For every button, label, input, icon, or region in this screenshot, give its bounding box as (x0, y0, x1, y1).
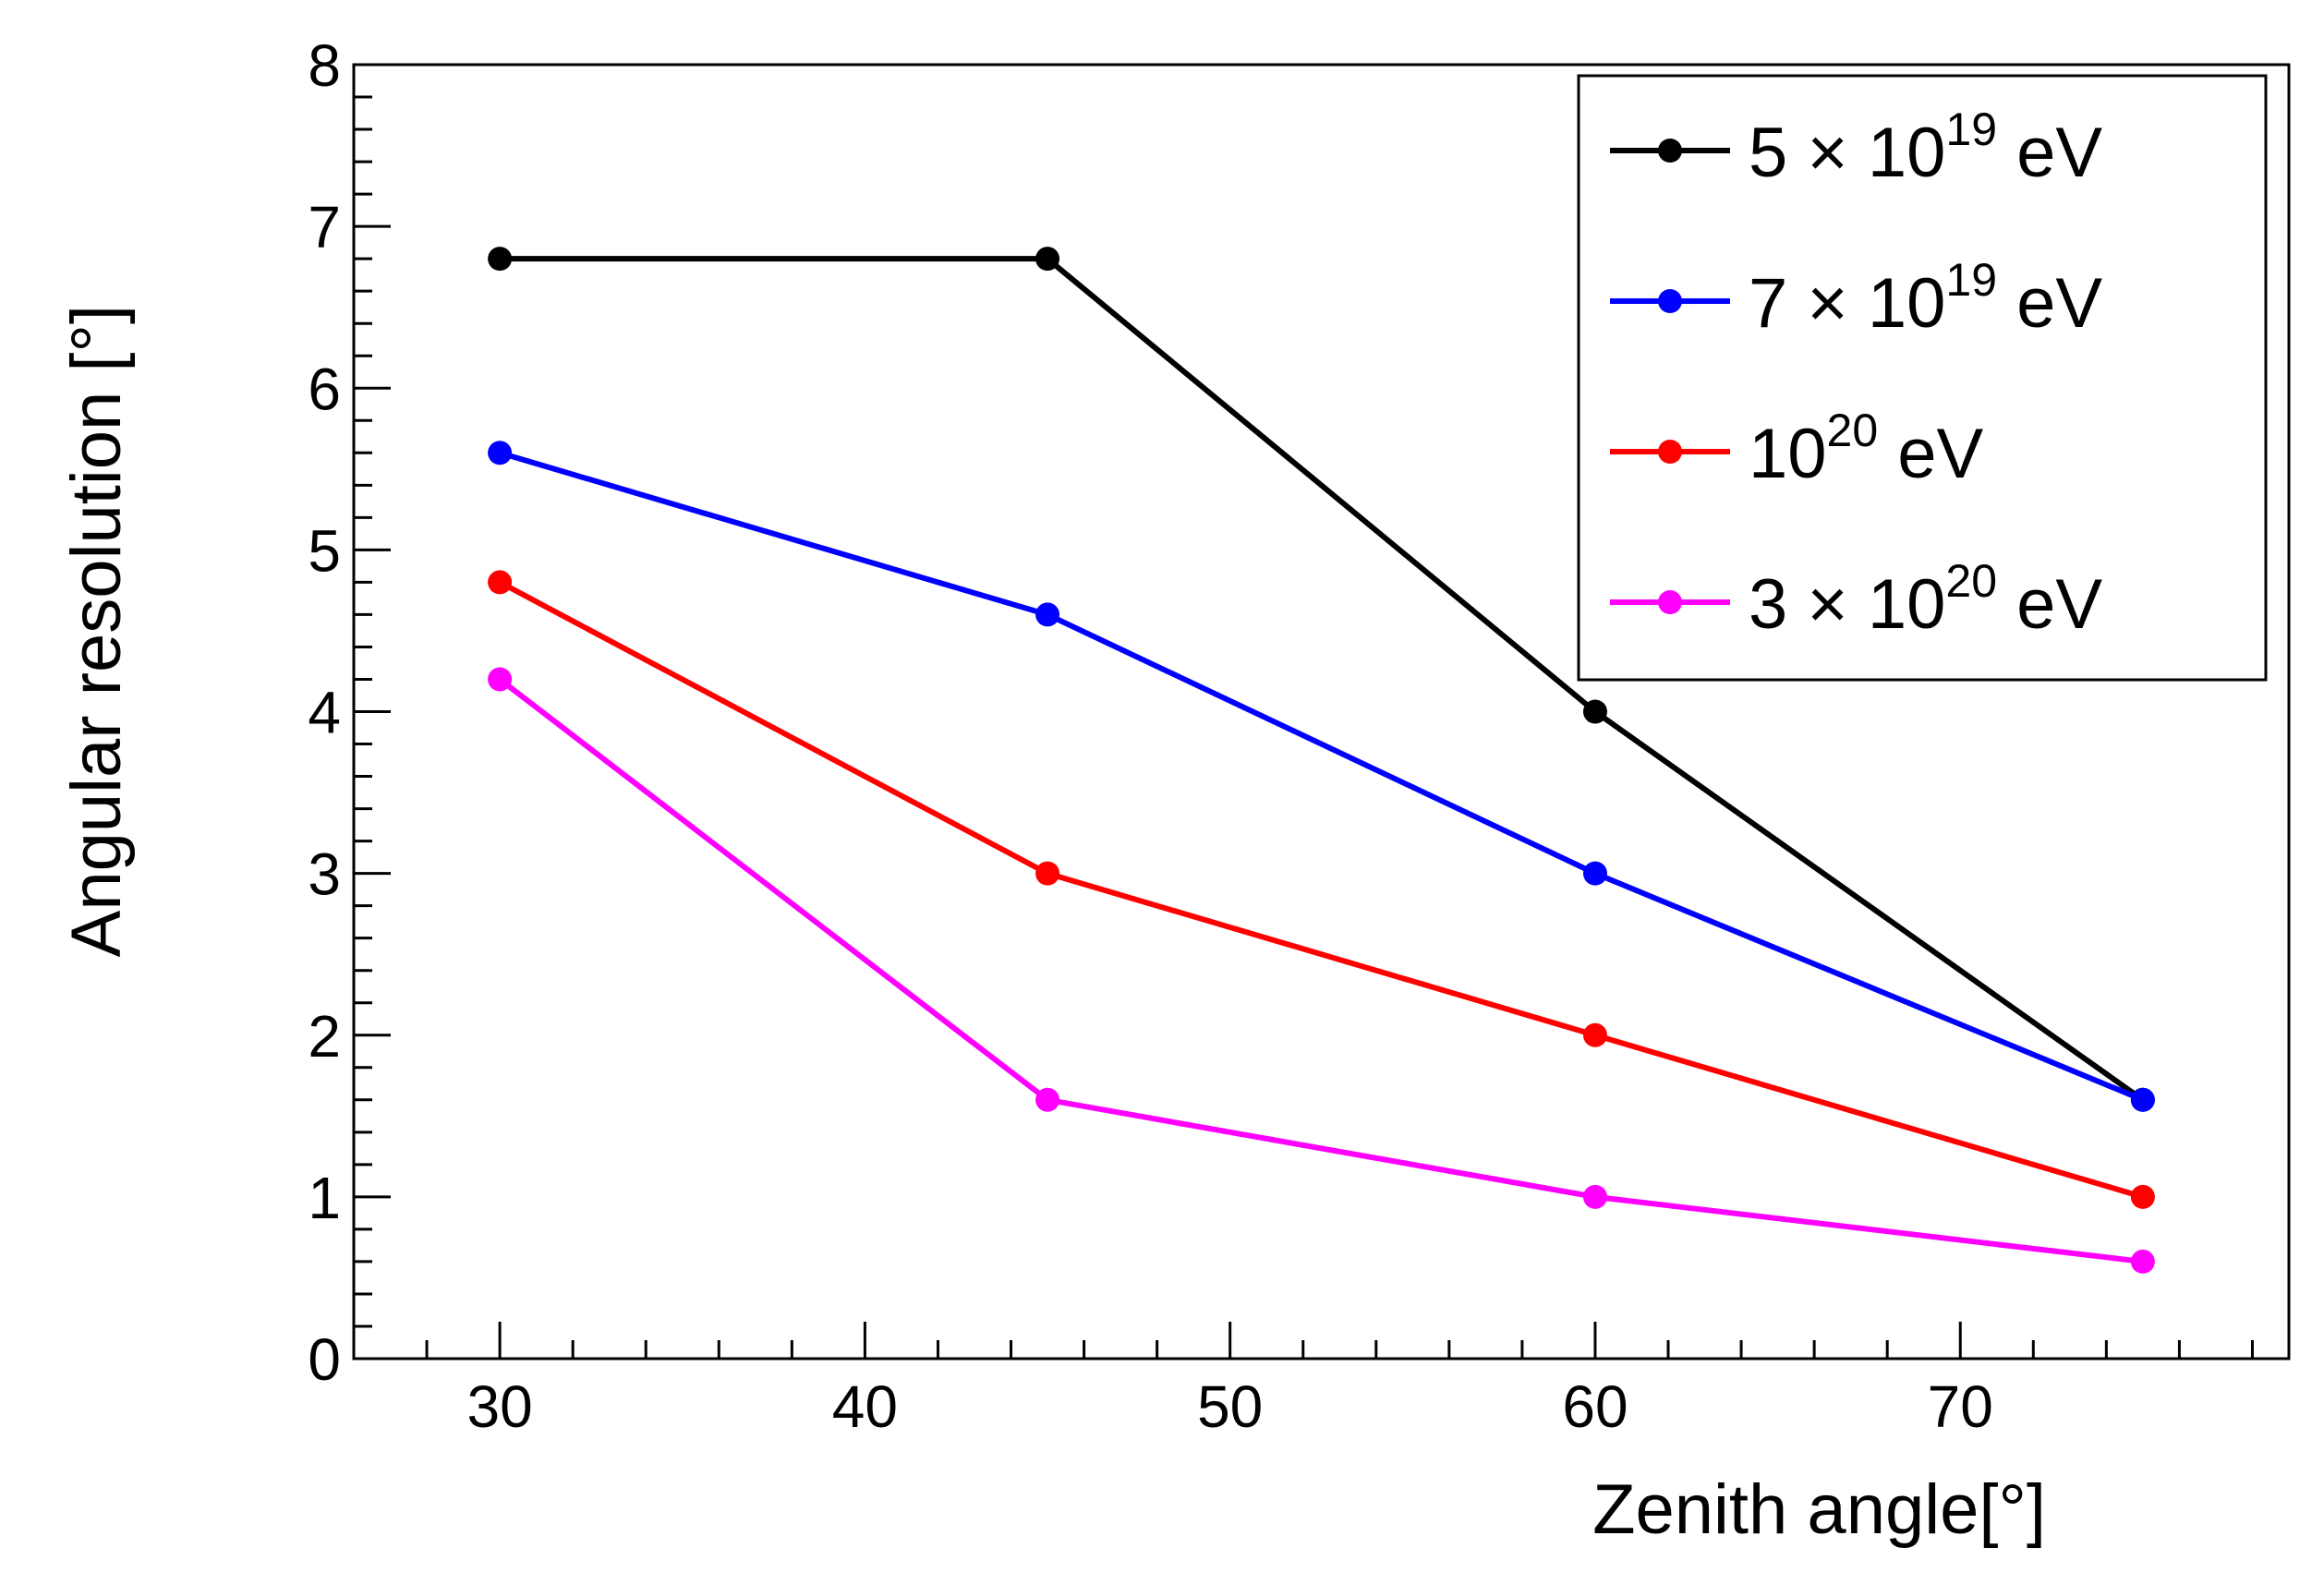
x-tick-label: 60 (1562, 1373, 1628, 1440)
y-tick-label: 8 (308, 32, 341, 99)
legend-label-unit: eV (1997, 565, 2102, 644)
y-tick-label: 5 (308, 517, 341, 584)
legend-label-unit: eV (1878, 415, 1983, 493)
legend-entry: 3 × 1020 eV (1610, 555, 2102, 644)
legend-marker (1658, 440, 1682, 464)
series-layer (488, 247, 2155, 1274)
data-point (488, 570, 513, 595)
x-tick-label: 30 (467, 1373, 533, 1440)
y-tick-label: 7 (308, 194, 341, 260)
legend-box (1577, 74, 2268, 682)
legend-marker (1658, 590, 1682, 614)
data-point (1582, 699, 1607, 724)
data-point (2130, 1184, 2155, 1209)
data-point (1582, 861, 1607, 886)
data-point (1035, 602, 1060, 627)
series-2 (488, 441, 2155, 1112)
legend-marker (1658, 289, 1682, 313)
series-line (498, 579, 2144, 1200)
legend-marker (1658, 139, 1682, 163)
legend-label-base: 5 × 10 (1749, 114, 1945, 192)
y-tick-label: 4 (308, 680, 341, 746)
x-tick-label: 50 (1197, 1373, 1263, 1440)
legend-entry: 1020 eV (1610, 405, 1984, 493)
legend-label-unit: eV (1997, 114, 2102, 192)
data-point (2130, 1249, 2155, 1274)
legend-entry: 5 × 1019 eV (1610, 103, 2102, 192)
data-point (2130, 1087, 2155, 1112)
legend-label-exponent: 20 (1945, 555, 1997, 607)
legend-label-base: 7 × 10 (1749, 264, 1945, 343)
y-tick-label: 3 (308, 841, 341, 908)
y-tick-label: 6 (308, 356, 341, 422)
data-point (1035, 247, 1060, 272)
x-axis-title: Zenith angle[°] (1592, 1470, 2046, 1549)
y-tick-label: 2 (308, 1003, 341, 1070)
y-tick-label: 1 (308, 1165, 341, 1231)
series-line (498, 677, 2144, 1264)
axes: 0 1 2 3 4 5 6 7 8 30 40 50 60 70 (308, 32, 2291, 1440)
data-point (1035, 1087, 1060, 1112)
data-point (1035, 861, 1060, 886)
legend-label: 1020 eV (1749, 405, 1984, 493)
legend-label-base: 3 × 10 (1749, 565, 1945, 644)
series-line (499, 450, 2145, 1103)
data-point (488, 667, 513, 692)
data-point (1582, 1184, 1607, 1209)
legend-label-exponent: 19 (1945, 254, 1997, 306)
x-tick-label: 70 (1928, 1373, 1993, 1440)
series-line (500, 256, 2145, 1103)
legend-label: 7 × 1019 eV (1749, 254, 2102, 343)
y-tick-label: 0 (308, 1326, 341, 1393)
series-4 (488, 667, 2155, 1274)
data-point (1582, 1022, 1607, 1047)
x-tick-label: 40 (832, 1373, 898, 1440)
legend-label-unit: eV (1997, 264, 2102, 343)
legend-entry: 7 × 1019 eV (1610, 254, 2102, 343)
data-point (488, 441, 513, 466)
y-axis-title: Angular resolution [°] (57, 305, 136, 957)
legend-label: 3 × 1020 eV (1749, 555, 2102, 644)
legend-label-exponent: 20 (1827, 405, 1879, 456)
legend-label: 5 × 1019 eV (1749, 103, 2102, 192)
data-point (488, 247, 513, 272)
legend-label-exponent: 19 (1945, 103, 1997, 155)
series-3 (488, 570, 2155, 1209)
legend-label-base: 10 (1749, 415, 1827, 493)
